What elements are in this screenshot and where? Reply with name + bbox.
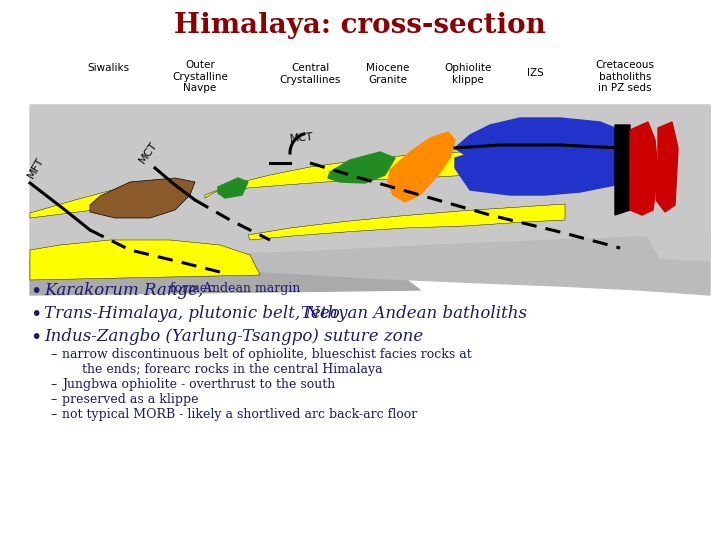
Text: Siwaliks: Siwaliks [87, 63, 129, 73]
Text: Jungbwa ophiolite - overthrust to the south: Jungbwa ophiolite - overthrust to the so… [62, 378, 336, 391]
Text: Tethyan Andean batholiths: Tethyan Andean batholiths [301, 305, 527, 322]
Polygon shape [248, 204, 565, 240]
Text: Indus-Zangbo (Yarlung-Tsangpo) suture zone: Indus-Zangbo (Yarlung-Tsangpo) suture zo… [44, 328, 423, 345]
Text: Miocene
Granite: Miocene Granite [366, 63, 410, 85]
Text: –: – [50, 393, 56, 406]
Polygon shape [30, 240, 260, 280]
Polygon shape [30, 258, 420, 295]
Polygon shape [615, 125, 630, 215]
Polygon shape [635, 107, 710, 260]
Text: IZS: IZS [526, 68, 544, 78]
Polygon shape [205, 150, 560, 198]
Text: •: • [30, 305, 41, 324]
Polygon shape [388, 132, 455, 202]
Text: narrow discontinuous belt of ophiolite, blueschist facies rocks at
     the ends: narrow discontinuous belt of ophiolite, … [62, 348, 472, 376]
Text: Central
Crystallines: Central Crystallines [279, 63, 341, 85]
Text: Himalaya: cross-section: Himalaya: cross-section [174, 12, 546, 39]
Text: –: – [50, 378, 56, 391]
Text: Cretaceous
batholiths
in PZ seds: Cretaceous batholiths in PZ seds [595, 60, 654, 93]
Text: •: • [30, 282, 41, 301]
Polygon shape [328, 152, 395, 183]
Text: preserved as a klippe: preserved as a klippe [62, 393, 199, 406]
Polygon shape [455, 145, 615, 195]
Polygon shape [455, 118, 620, 168]
Text: Ophiolite
klippe: Ophiolite klippe [444, 63, 492, 85]
Polygon shape [90, 178, 195, 218]
Polygon shape [30, 234, 710, 295]
Text: MCT: MCT [137, 139, 159, 165]
Text: –: – [50, 408, 56, 421]
Text: •: • [30, 328, 41, 347]
Text: –: – [50, 348, 56, 361]
Polygon shape [630, 122, 658, 215]
Text: Karakorum Range,: Karakorum Range, [44, 282, 203, 299]
Text: Andean margin: Andean margin [199, 282, 300, 295]
Polygon shape [218, 178, 248, 198]
Polygon shape [30, 180, 185, 218]
Polygon shape [656, 122, 678, 212]
Text: Outer
Crystalline
Navpe: Outer Crystalline Navpe [172, 60, 228, 93]
Text: former: former [166, 282, 213, 295]
Polygon shape [30, 105, 710, 280]
Text: MFT: MFT [26, 156, 46, 180]
Text: not typical MORB - likely a shortlived arc back-arc floor: not typical MORB - likely a shortlived a… [62, 408, 418, 421]
Text: MCT: MCT [289, 132, 315, 144]
Text: Trans-Himalaya, plutonic belt, Neo: Trans-Himalaya, plutonic belt, Neo [44, 305, 340, 322]
